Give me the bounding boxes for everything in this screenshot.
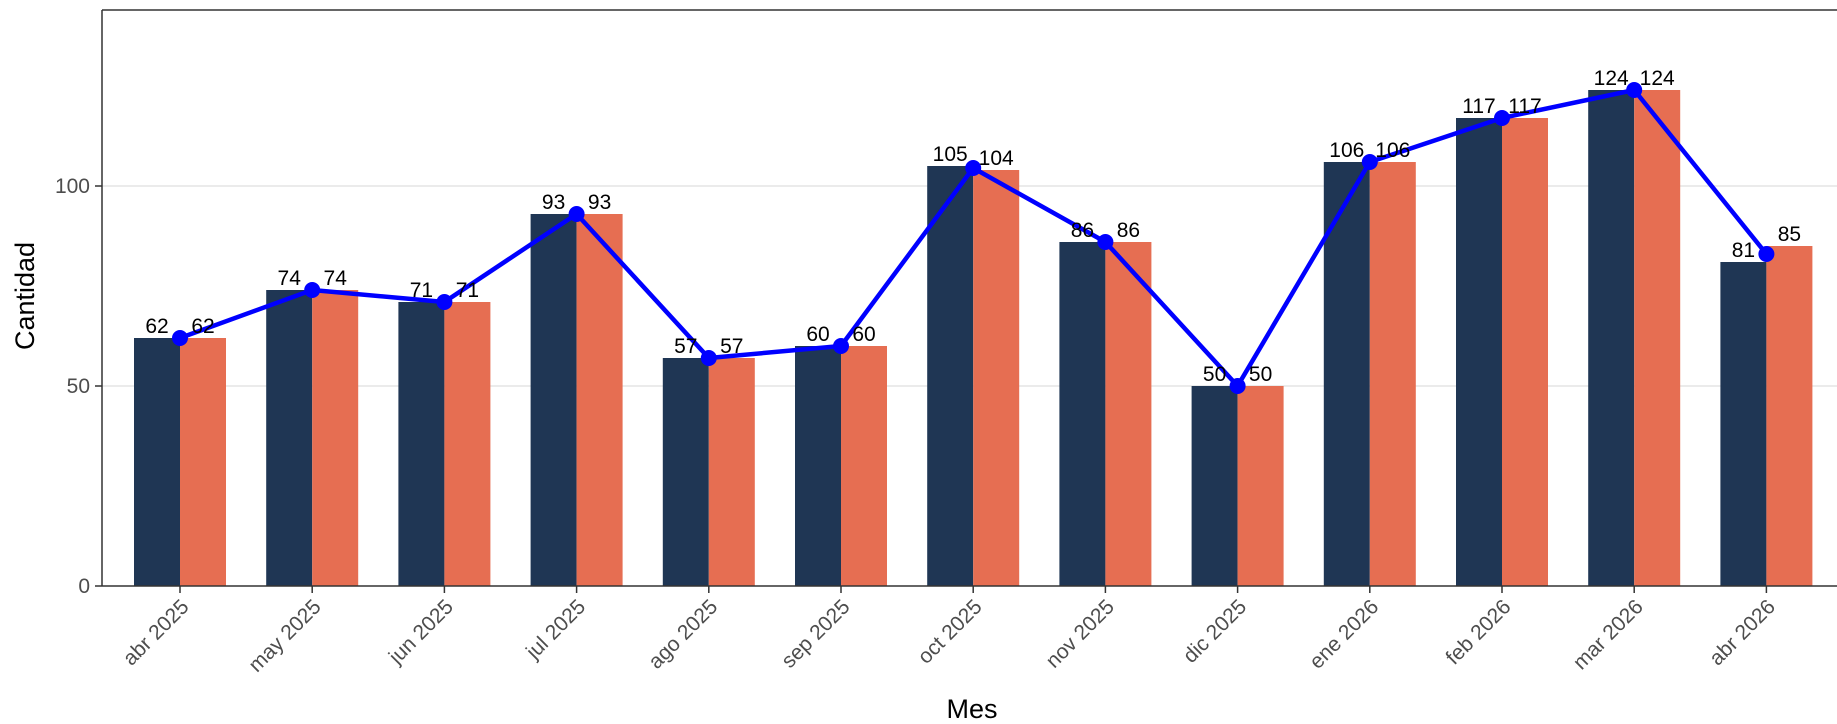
bar-value-label-series-2: 62 [191,315,214,338]
line-point [700,350,717,366]
bar-series-2 [1237,386,1284,586]
bar-series-2 [180,338,226,586]
bar-value-label-series-1: 57 [674,335,697,358]
bar-value-label-series-1: 117 [1462,95,1495,118]
bar-value-label-series-2: 71 [456,279,479,302]
bar-value-label-series-1: 62 [145,315,168,338]
bar-series-2 [444,302,491,586]
bar-value-label-series-2: 85 [1778,223,1801,246]
bar-series-2 [708,358,755,586]
bar-value-label-series-1: 106 [1329,139,1364,162]
bar-value-label-series-1: 60 [806,323,829,346]
y-tick-label: 0 [78,575,90,598]
line-point [436,294,453,310]
bar-series-1 [1456,118,1502,586]
bar-series-1 [1191,386,1238,586]
bar-value-label-series-1: 124 [1594,67,1629,90]
line-point [568,206,585,222]
bar-value-label-series-2: 57 [720,335,743,358]
bar-value-label-series-2: 104 [979,147,1014,170]
bar-series-1 [795,346,841,586]
bar-value-label-series-2: 117 [1508,95,1541,118]
bar-series-1 [134,338,180,586]
bar-value-label-series-2: 86 [1117,219,1140,242]
bar-value-label-series-2: 93 [588,191,611,214]
bar-value-label-series-2: 50 [1249,363,1272,386]
bar-series-2 [1766,246,1813,586]
y-axis-title: Cantidad [10,242,40,350]
bar-series-1 [1323,162,1370,586]
data-labels: 62 62 74 74 71 71 93 93 57 57 60 60 105 104 86 86 50 50 10… [145,67,1801,386]
bar-value-label-series-1: 105 [933,143,968,166]
bar-value-label-series-1: 74 [278,267,302,290]
bar-series-1 [1588,90,1635,586]
y-tick-label: 50 [67,375,90,398]
bar-series-2 [1502,118,1548,586]
bar-value-label-series-2: 106 [1375,139,1410,162]
bar-series-1 [662,358,709,586]
bar-series-2 [576,214,623,586]
line-series [172,82,1775,394]
bar-value-label-series-1: 71 [410,279,433,302]
line-point [1758,246,1775,262]
line-point [172,330,188,346]
bar-series-1 [1720,262,1767,586]
y-tick-label: 100 [55,175,90,198]
bar-value-label-series-1: 93 [542,191,565,214]
bar-series-2 [312,290,359,586]
bar-series-1 [266,290,313,586]
bar-value-label-series-2: 124 [1640,67,1675,90]
line-point [1361,154,1378,170]
bar-value-label-series-1: 50 [1203,363,1226,386]
x-axis-title: Mes [946,694,997,724]
bar-value-label-series-2: 74 [324,267,348,290]
bar-value-label-series-1: 81 [1732,239,1755,262]
bar-series-1 [398,302,445,586]
line-point [1626,82,1643,98]
line-point [965,160,982,176]
line-point [1097,234,1114,250]
line-point [1494,110,1510,126]
bar-value-label-series-1: 86 [1071,219,1094,242]
line-point [1229,378,1246,394]
bar-series-2 [1369,162,1416,586]
bar-series-1 [530,214,577,586]
bar-series-2 [1634,90,1681,586]
bar-series-2 [1105,242,1152,586]
bar-series-2 [973,170,1020,586]
bar-series-1 [927,166,974,586]
bar-series-2 [841,346,887,586]
line-point [833,338,849,354]
bar-series-1 [1059,242,1106,586]
bar-value-label-series-2: 60 [852,323,875,346]
line-point [304,282,321,298]
bars [134,90,1813,586]
